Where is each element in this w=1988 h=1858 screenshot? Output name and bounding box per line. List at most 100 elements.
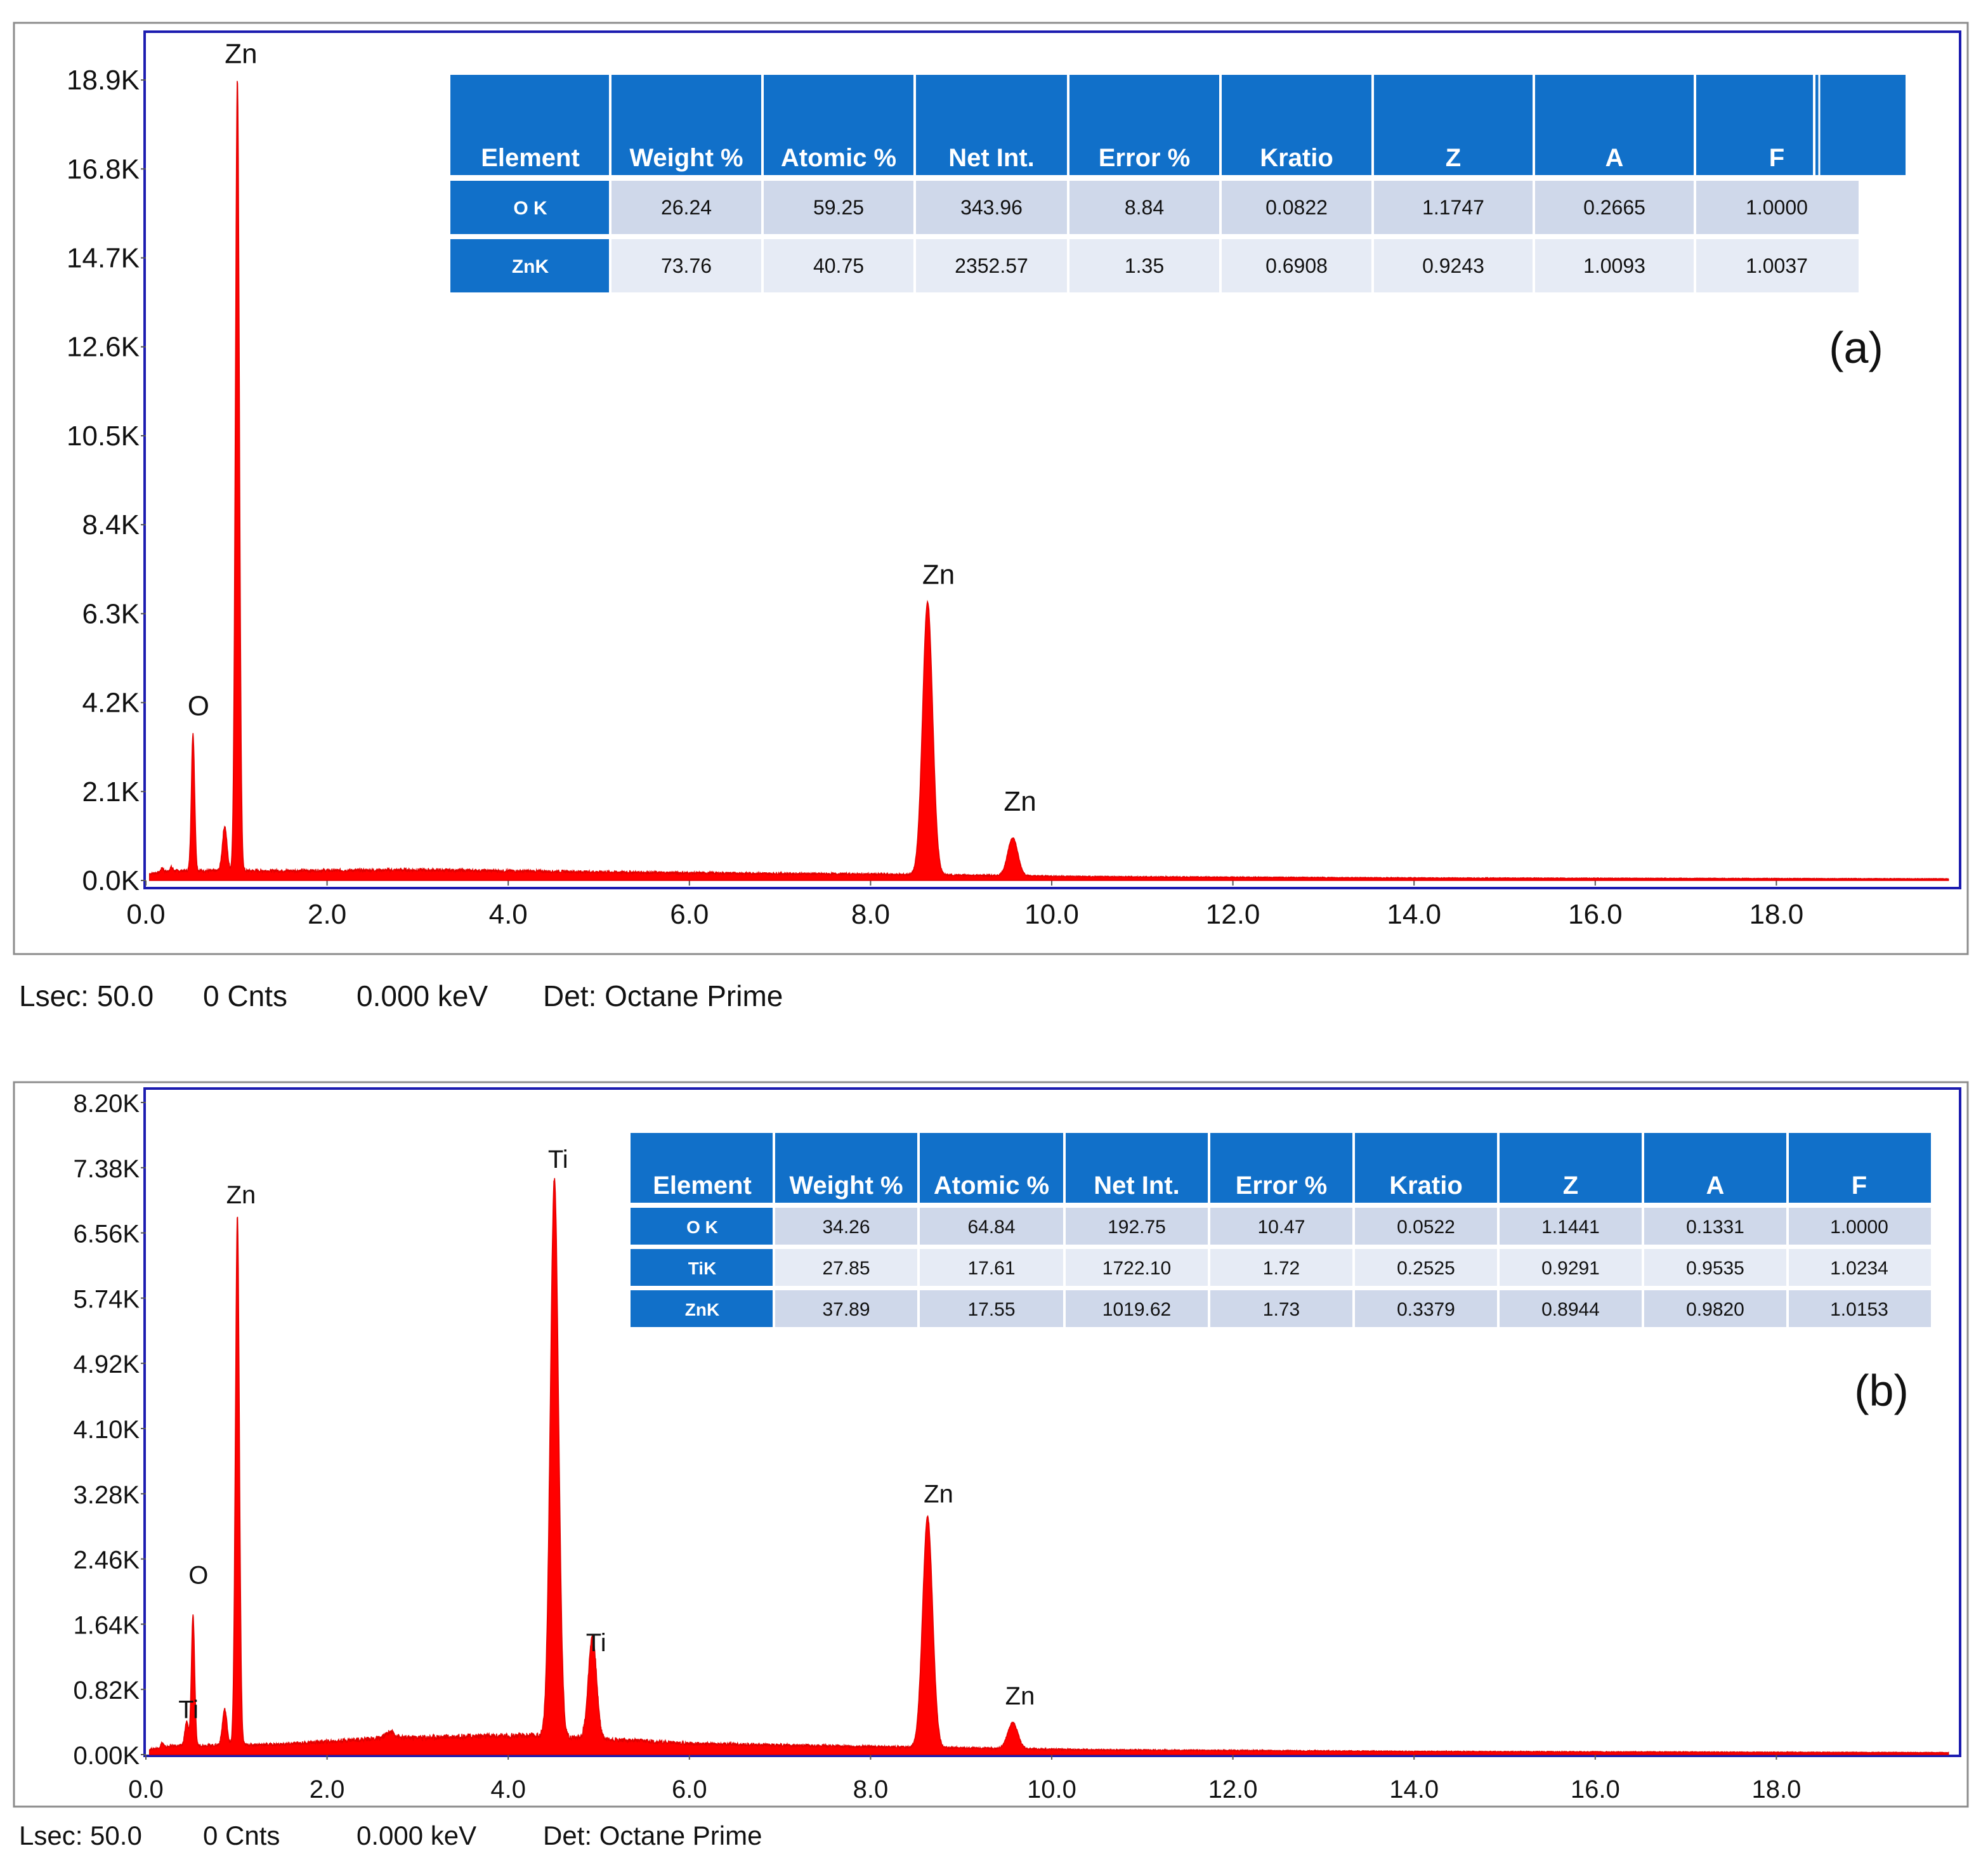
x-tick-label: 6.0 — [672, 1776, 707, 1803]
x-tick-label: 12.0 — [1208, 1776, 1258, 1803]
peak-label: O — [188, 1561, 208, 1589]
y-tick-label: 14.7K — [67, 243, 140, 274]
table-cell: 27.85 — [822, 1258, 870, 1279]
table-cell: 1.72 — [1263, 1258, 1300, 1279]
panel-b-results-table: Element Weight % Atomic % Net Int. Error % Kr… — [631, 1133, 1931, 1327]
table-header-cell: Kratio — [1389, 1172, 1463, 1200]
peak-label: Zn — [225, 38, 257, 69]
x-tick-label: 4.0 — [489, 899, 528, 930]
peak-label: Zn — [1005, 1682, 1035, 1710]
table-header-cell: Error % — [1099, 144, 1191, 172]
table-cell: 1.73 — [1263, 1299, 1300, 1320]
table-cell: 17.55 — [967, 1299, 1015, 1320]
table-header-cell: Weight % — [629, 144, 743, 172]
status-detector: Det: Octane Prime — [543, 1821, 762, 1850]
table-row-label-bg — [631, 1249, 774, 1286]
table-cell: 10.47 — [1257, 1217, 1305, 1238]
panel-b-y-axis: 0.00K 0.82K 1.64K 2.46K 3.28K 4.10K 4.92K 5.74K… — [73, 1090, 146, 1770]
table-header-cell: Error % — [1236, 1172, 1328, 1200]
y-tick-label: 1.64K — [73, 1611, 140, 1639]
table-cell: 1.0000 — [1830, 1217, 1888, 1238]
status-lsec: Lsec: 50.0 — [19, 979, 154, 1012]
x-tick-label: 16.0 — [1568, 899, 1623, 930]
y-tick-label: 4.2K — [82, 688, 140, 719]
peak-label: O — [188, 691, 209, 722]
table-cell: 0.6908 — [1265, 254, 1328, 277]
x-tick-label: 8.0 — [851, 899, 890, 930]
table-cell: 1722.10 — [1102, 1258, 1171, 1279]
x-tick-label: 0.0 — [128, 1776, 164, 1803]
x-tick-label: 16.0 — [1571, 1776, 1620, 1803]
table-cell: 2352.57 — [955, 254, 1028, 277]
table-header-cell: Atomic % — [781, 144, 896, 172]
table-cell: 0.1331 — [1686, 1217, 1744, 1238]
table-row-element: O K — [686, 1217, 718, 1237]
table-cell: 0.8944 — [1541, 1299, 1600, 1320]
table-header-cell: Atomic % — [934, 1172, 1049, 1200]
table-header-cell: Z — [1563, 1172, 1578, 1200]
panel-b-label: (b) — [1854, 1366, 1909, 1415]
x-tick-label: 10.0 — [1027, 1776, 1076, 1803]
peak-label: Ti — [178, 1696, 199, 1724]
table-cell: 0.2525 — [1397, 1258, 1455, 1279]
table-row-element: TiK — [688, 1259, 717, 1278]
peak-label: Zn — [922, 559, 955, 591]
y-tick-label: 0.82K — [73, 1677, 140, 1704]
table-cell: 37.89 — [822, 1299, 870, 1320]
table-cell: 0.9535 — [1686, 1258, 1744, 1279]
peak-label: Ti — [548, 1146, 568, 1174]
x-tick-label: 18.0 — [1749, 899, 1804, 930]
status-counts: 0 Cnts — [203, 979, 287, 1012]
y-tick-label: 5.74K — [73, 1285, 140, 1313]
status-kev: 0.000 keV — [356, 979, 488, 1012]
panel-b: 0.00K 0.82K 1.64K 2.46K 3.28K 4.10K 4.92K 5.74K… — [13, 1081, 1969, 1850]
y-tick-label: 2.46K — [73, 1547, 140, 1574]
x-tick-label: 0.0 — [126, 899, 165, 930]
table-cell: 59.25 — [813, 196, 864, 219]
y-tick-label: 6.56K — [73, 1220, 140, 1248]
table-header-cell: F — [1769, 144, 1784, 172]
y-tick-label: 18.9K — [67, 65, 140, 96]
table-header-cell: Net Int. — [948, 144, 1035, 172]
status-detector: Det: Octane Prime — [543, 979, 783, 1012]
panel-a-results-table: Element Weight % Atomic % Net Int. Error % Kr… — [450, 75, 1906, 292]
x-tick-label: 12.0 — [1206, 899, 1260, 930]
table-cell: 1.1747 — [1422, 196, 1484, 219]
table-cell: 17.61 — [967, 1258, 1015, 1279]
table-header-cell: Element — [653, 1172, 752, 1200]
table-cell: 64.84 — [967, 1217, 1015, 1238]
y-tick-label: 8.4K — [82, 509, 140, 540]
table-cell: 8.84 — [1125, 196, 1164, 219]
table-header-cell: Weight % — [789, 1172, 903, 1200]
x-tick-label: 8.0 — [853, 1776, 889, 1803]
peak-label: Zn — [226, 1181, 256, 1209]
panel-a-y-axis: 0.0K 2.1K 4.2K 6.3K 8.4K 10.5K 12.6K 14.7K 16.8K… — [67, 65, 146, 896]
y-tick-label: 0.0K — [82, 865, 140, 896]
status-kev: 0.000 keV — [356, 1821, 476, 1850]
panel-a-label: (a) — [1829, 323, 1883, 372]
table-row-label-bg — [450, 239, 610, 292]
status-counts: 0 Cnts — [203, 1821, 280, 1850]
y-tick-label: 16.8K — [67, 154, 140, 185]
x-tick-label: 6.0 — [670, 899, 709, 930]
table-row-label-bg — [450, 181, 610, 234]
panel-b-spectrum — [148, 1178, 1949, 1755]
table-cell: 0.3379 — [1397, 1299, 1455, 1320]
y-tick-label: 8.20K — [73, 1090, 140, 1118]
table-a-header-row: Element Weight % Atomic % Net Int. Error % Kr… — [481, 144, 1784, 172]
y-tick-label: 2.1K — [82, 776, 140, 808]
table-a-header-bg — [450, 75, 1906, 175]
table-cell: 0.0522 — [1397, 1217, 1455, 1238]
panel-a-peak-labels: O Zn Zn Zn — [188, 38, 1037, 816]
peak-label: Ti — [586, 1629, 606, 1657]
table-cell: 1.0000 — [1746, 196, 1808, 219]
table-row-bg — [610, 181, 1859, 234]
panel-b-peak-labels: Ti O Zn Ti Ti Zn Zn — [178, 1146, 1035, 1724]
table-header-cell: Kratio — [1260, 144, 1333, 172]
table-row-element: O K — [513, 198, 547, 219]
table-b-body: O K 34.26 64.84 192.75 10.47 0.0522 1.1441 0.13… — [631, 1208, 1931, 1327]
table-row-element: ZnK — [685, 1300, 719, 1319]
table-header-cell: A — [1706, 1172, 1725, 1200]
y-tick-label: 3.28K — [73, 1481, 140, 1509]
